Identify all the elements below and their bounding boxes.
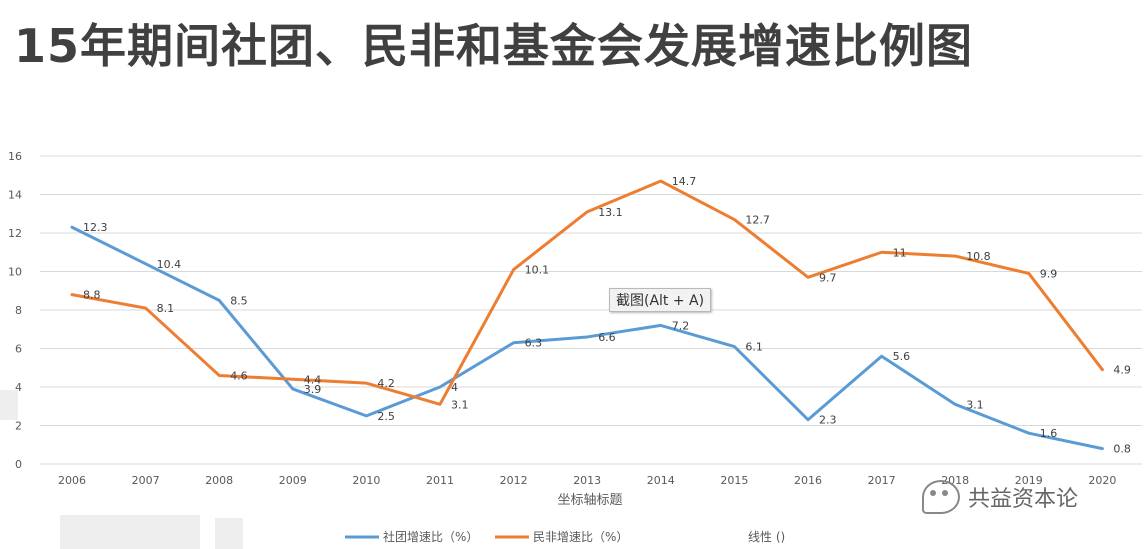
- data-label: 8.8: [83, 289, 101, 302]
- watermark-text: 共益资本论: [968, 487, 1079, 512]
- y-tick-label: 4: [15, 381, 22, 394]
- data-label: 9.7: [819, 271, 837, 284]
- data-label: 7.2: [672, 319, 690, 332]
- page-title: 15年期间社团、民非和基金会发展增速比例图: [14, 19, 974, 73]
- data-label: 9.9: [1040, 267, 1058, 280]
- x-tick-label: 2006: [58, 474, 86, 487]
- data-label: 4.9: [1113, 364, 1131, 377]
- data-label: 14.7: [672, 175, 697, 188]
- data-label: 5.6: [893, 350, 911, 363]
- data-label: 6.1: [745, 341, 763, 354]
- data-label: 10.4: [157, 258, 182, 271]
- data-label: 2.5: [377, 410, 395, 423]
- watermark: 共益资本论: [922, 480, 1078, 514]
- y-tick-label: 2: [15, 420, 22, 433]
- data-label: 12.3: [83, 221, 108, 234]
- y-tick-label: 14: [8, 189, 22, 202]
- y-tick-label: 12: [8, 227, 22, 240]
- data-label: 8.5: [230, 294, 248, 307]
- data-label: 4.2: [377, 377, 395, 390]
- x-tick-label: 2011: [426, 474, 454, 487]
- legend-label-linear: 线性 (): [748, 530, 785, 544]
- data-label: 6.3: [525, 337, 543, 350]
- x-axis-title: 坐标轴标题: [557, 493, 622, 508]
- data-label: 3.1: [451, 398, 469, 411]
- legend-label: 社团增速比（%）: [383, 529, 478, 544]
- y-tick-label: 6: [15, 343, 22, 356]
- data-label: 2.3: [819, 414, 837, 427]
- background-shape: [60, 515, 200, 549]
- x-tick-label: 2015: [720, 474, 748, 487]
- x-tick-label: 2019: [1015, 474, 1043, 487]
- data-label: 10.8: [966, 250, 991, 263]
- x-tick-label: 2014: [647, 474, 675, 487]
- legend-label: 民非增速比（%）: [533, 530, 628, 544]
- x-tick-label: 2007: [132, 474, 160, 487]
- data-label: 3.1: [966, 398, 984, 411]
- data-label: 11: [893, 246, 907, 259]
- y-tick-label: 0: [15, 458, 22, 471]
- data-label: 1.6: [1040, 427, 1058, 440]
- data-label: 4.6: [230, 369, 248, 382]
- x-tick-label: 2012: [500, 474, 528, 487]
- data-label: 4.4: [304, 373, 322, 386]
- x-tick-label: 2013: [573, 474, 601, 487]
- y-tick-label: 8: [15, 304, 22, 317]
- wechat-icon: [922, 480, 960, 514]
- x-tick-label: 2020: [1088, 474, 1116, 487]
- background-shape: [215, 518, 243, 549]
- screenshot-tooltip: 截图(Alt + A): [609, 288, 712, 312]
- data-label: 12.7: [745, 214, 770, 227]
- series-line-2: [70, 179, 1104, 406]
- x-tick-label: 2008: [205, 474, 233, 487]
- x-tick-label: 2010: [352, 474, 380, 487]
- y-tick-label: 16: [8, 150, 22, 163]
- x-tick-label: 2017: [868, 474, 896, 487]
- data-label: 13.1: [598, 206, 623, 219]
- x-tick-label: 2016: [794, 474, 822, 487]
- data-label: 3.9: [304, 383, 322, 396]
- data-label: 8.1: [157, 302, 175, 315]
- series-line-1: [70, 225, 1104, 451]
- data-label: 0.8: [1113, 443, 1131, 456]
- data-label: 10.1: [525, 264, 550, 277]
- data-label: 6.6: [598, 331, 616, 344]
- background-shape: [0, 390, 18, 420]
- x-tick-label: 2009: [279, 474, 307, 487]
- data-label: 4: [451, 381, 458, 394]
- y-tick-label: 10: [8, 266, 22, 279]
